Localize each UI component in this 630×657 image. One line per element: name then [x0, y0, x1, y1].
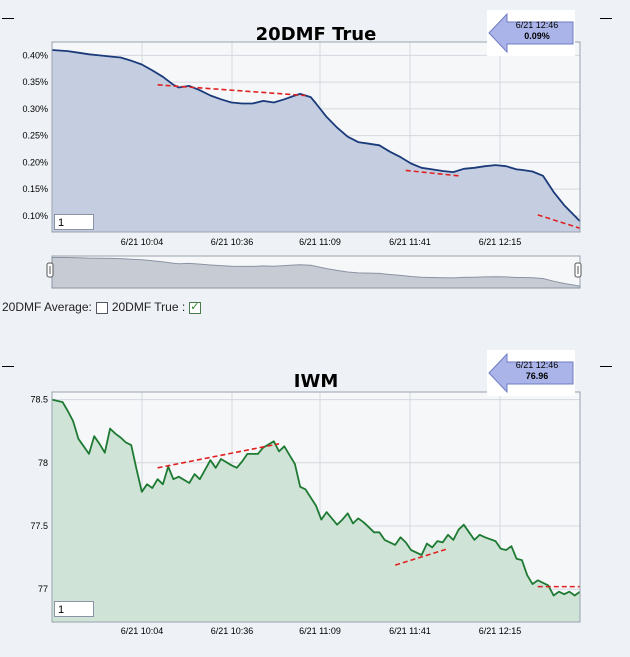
y-tick-label: 78.5: [30, 395, 48, 405]
last-value-badge: 6/21 12:460.09%: [487, 10, 575, 56]
x-tick-label: 6/21 11:09: [299, 237, 341, 247]
true-checkbox[interactable]: [189, 300, 202, 314]
plot-frame: [51, 41, 581, 233]
zoom-input-20dmf[interactable]: 1: [54, 214, 94, 230]
legend-bar: 20DMF Average: 20DMF True :: [2, 300, 202, 314]
x-tick-label: 6/21 11:41: [389, 237, 431, 247]
series-line: [51, 398, 581, 597]
average-checkbox[interactable]: [95, 302, 108, 314]
x-tick-label: 6/21 10:04: [121, 626, 164, 636]
x-tick-label: 6/21 10:04: [121, 237, 164, 247]
x-tick-label: 6/21 12:15: [479, 237, 522, 247]
series-line: [51, 49, 581, 222]
badge-value: 0.09%: [524, 31, 550, 41]
x-tick-label: 6/21 10:36: [211, 626, 254, 636]
y-tick-label: 0.15%: [22, 184, 48, 194]
x-tick-label: 6/21 11:09: [299, 626, 341, 636]
chart-panel-0: 0.40% 0.35% 0.30% 0.25% 0.20% 0.15% 0.10% 6/21 …: [22, 10, 581, 247]
zoom-input-iwm[interactable]: 1: [54, 601, 94, 617]
navigator-area: [51, 256, 581, 289]
trend-line: [157, 443, 280, 469]
x-tick-label: 6/21 12:15: [479, 626, 522, 636]
chart-title: 20DMF True: [256, 24, 377, 45]
badge-time: 6/21 12:46: [516, 360, 559, 370]
y-tick-label: 0.25%: [22, 131, 48, 141]
chart-panel-1: 78.5 78 77.5 77 6/21 10:04 6/21 10:36 6/21 11:…: [30, 350, 581, 636]
range-navigator: [46, 255, 582, 289]
trend-line: [405, 169, 459, 177]
arrow-left-icon: [488, 352, 574, 394]
collapse-marker-right-2[interactable]: [600, 366, 612, 367]
x-tick-label: 6/21 11:41: [389, 626, 431, 636]
collapse-marker-left-2[interactable]: [2, 366, 14, 367]
badge-time: 6/21 12:46: [516, 20, 559, 30]
y-tick-label: 78: [38, 458, 48, 468]
series-area: [52, 399, 580, 622]
trend-line: [537, 214, 581, 230]
collapse-marker-right[interactable]: [600, 18, 612, 19]
badge-value: 76.96: [526, 371, 549, 381]
y-tick-label: 77: [38, 584, 48, 594]
series-area: [52, 50, 580, 232]
trend-line: [394, 547, 449, 566]
y-tick-label: 77.5: [30, 521, 48, 531]
trend-line: [157, 84, 306, 97]
y-tick-label: 0.40%: [22, 50, 48, 60]
y-tick-label: 0.30%: [22, 104, 48, 114]
arrow-left-icon: [488, 12, 574, 54]
legend-average-label: 20DMF Average:: [2, 300, 92, 314]
y-tick-label: 0.35%: [22, 77, 48, 87]
legend-true-label: 20DMF True :: [111, 300, 186, 314]
collapse-marker-left[interactable]: [2, 18, 14, 19]
plot-frame: [51, 391, 581, 623]
x-tick-label: 6/21 10:36: [211, 237, 254, 247]
y-tick-label: 0.10%: [22, 211, 48, 221]
chart-title: IWM: [294, 371, 338, 392]
y-tick-label: 0.20%: [22, 157, 48, 167]
